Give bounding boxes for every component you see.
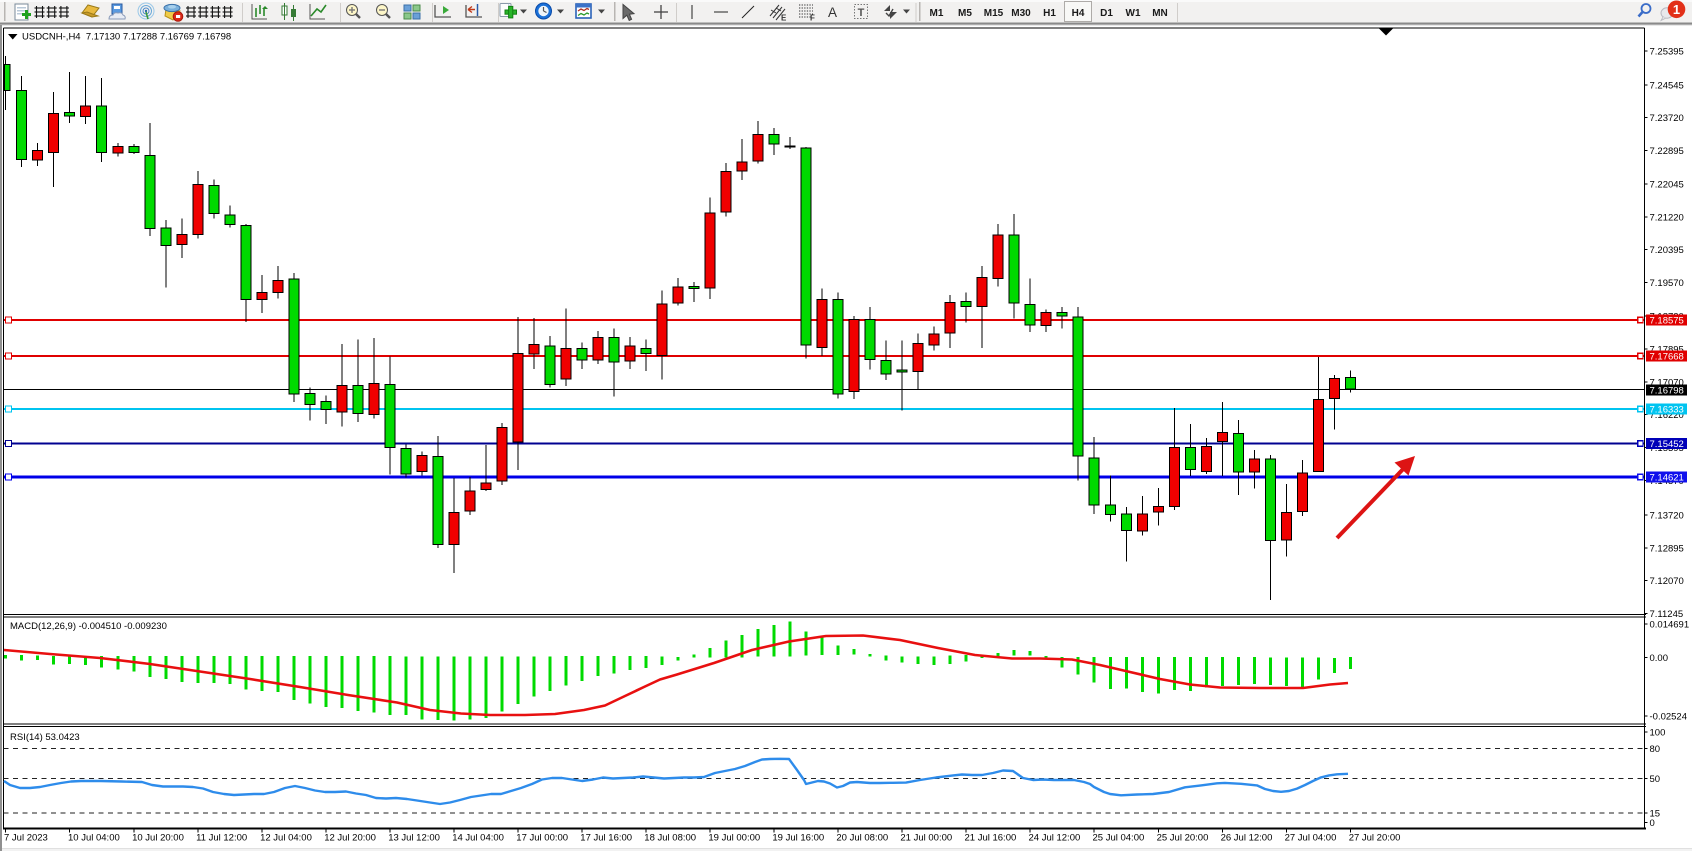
svg-text:7.17895: 7.17895 <box>1650 345 1684 356</box>
svg-text:21 Jul 00:00: 21 Jul 00:00 <box>900 833 952 844</box>
svg-text:7.18575: 7.18575 <box>1650 316 1684 327</box>
svg-text:H1: H1 <box>1043 8 1056 19</box>
svg-text:15: 15 <box>1650 809 1661 820</box>
svg-text:10 Jul 04:00: 10 Jul 04:00 <box>68 833 120 844</box>
svg-text:7.24545: 7.24545 <box>1650 80 1684 91</box>
svg-text:25 Jul 20:00: 25 Jul 20:00 <box>1157 833 1209 844</box>
svg-text:12 Jul 04:00: 12 Jul 04:00 <box>260 833 312 844</box>
svg-text:0.00: 0.00 <box>1650 653 1669 664</box>
svg-text:7.16333: 7.16333 <box>1650 405 1684 416</box>
svg-text:MACD(12,26,9) -0.004510 -0.009: MACD(12,26,9) -0.004510 -0.009230 <box>10 621 167 632</box>
svg-text:7.25395: 7.25395 <box>1650 47 1684 58</box>
svg-text:7.23720: 7.23720 <box>1650 113 1684 124</box>
svg-text:F: F <box>810 14 815 23</box>
svg-text:7.14621: 7.14621 <box>1650 473 1684 484</box>
svg-text:50: 50 <box>1650 774 1661 785</box>
svg-text:D1: D1 <box>1100 8 1113 19</box>
svg-text:18 Jul 08:00: 18 Jul 08:00 <box>644 833 696 844</box>
svg-text:7.16798: 7.16798 <box>1650 386 1684 397</box>
svg-text:7.15452: 7.15452 <box>1650 439 1684 450</box>
svg-text:E: E <box>781 14 787 23</box>
svg-text:T: T <box>858 7 865 19</box>
svg-text:7.22045: 7.22045 <box>1650 180 1684 191</box>
svg-text:12 Jul 20:00: 12 Jul 20:00 <box>324 833 376 844</box>
svg-text:7.21220: 7.21220 <box>1650 212 1684 223</box>
svg-text:M1: M1 <box>930 8 944 19</box>
svg-text:7.17070: 7.17070 <box>1650 377 1684 388</box>
svg-text:7.11245: 7.11245 <box>1650 609 1684 620</box>
svg-text:RSI(14) 53.0423: RSI(14) 53.0423 <box>10 732 80 743</box>
svg-text:13 Jul 12:00: 13 Jul 12:00 <box>388 833 440 844</box>
svg-text:27 Jul 04:00: 27 Jul 04:00 <box>1285 833 1337 844</box>
svg-text:80: 80 <box>1650 744 1661 755</box>
svg-text:MN: MN <box>1152 8 1168 19</box>
svg-text:A: A <box>828 5 837 20</box>
svg-text:17 Jul 00:00: 17 Jul 00:00 <box>516 833 568 844</box>
svg-text:27 Jul 20:00: 27 Jul 20:00 <box>1349 833 1401 844</box>
svg-text:7.20395: 7.20395 <box>1650 245 1684 256</box>
svg-text:7.22895: 7.22895 <box>1650 146 1684 157</box>
svg-text:7.13720: 7.13720 <box>1650 511 1684 522</box>
svg-text:14 Jul 04:00: 14 Jul 04:00 <box>452 833 504 844</box>
svg-text:M15: M15 <box>984 8 1004 19</box>
svg-text:0: 0 <box>1650 818 1655 829</box>
svg-text:11 Jul 12:00: 11 Jul 12:00 <box>196 833 247 844</box>
svg-text:25 Jul 04:00: 25 Jul 04:00 <box>1093 833 1145 844</box>
svg-text:7.12895: 7.12895 <box>1650 543 1684 554</box>
svg-text:7.16220: 7.16220 <box>1650 410 1684 421</box>
svg-text:7.12070: 7.12070 <box>1650 576 1684 587</box>
svg-text:7.19570: 7.19570 <box>1650 278 1684 289</box>
svg-text:W1: W1 <box>1126 8 1141 19</box>
svg-text:7 Jul 2023: 7 Jul 2023 <box>4 833 48 844</box>
svg-text:19 Jul 16:00: 19 Jul 16:00 <box>772 833 824 844</box>
svg-text:-0.02524: -0.02524 <box>1650 712 1688 723</box>
svg-text:17 Jul 16:00: 17 Jul 16:00 <box>580 833 632 844</box>
svg-text:USDCNH-,H4 7.17130 7.17288 7.: USDCNH-,H4 7.17130 7.17288 7.16769 7.167… <box>22 32 231 43</box>
svg-text:H4: H4 <box>1072 8 1085 19</box>
svg-text:M5: M5 <box>958 8 972 19</box>
svg-text:26 Jul 12:00: 26 Jul 12:00 <box>1221 833 1273 844</box>
svg-text:10 Jul 20:00: 10 Jul 20:00 <box>132 833 184 844</box>
svg-text:7.17668: 7.17668 <box>1650 352 1684 363</box>
svg-text:20 Jul 08:00: 20 Jul 08:00 <box>836 833 888 844</box>
svg-text:M30: M30 <box>1011 8 1031 19</box>
svg-text:100: 100 <box>1650 728 1666 739</box>
svg-text:1: 1 <box>1673 2 1680 17</box>
svg-text:24 Jul 12:00: 24 Jul 12:00 <box>1029 833 1081 844</box>
svg-text:21 Jul 16:00: 21 Jul 16:00 <box>965 833 1017 844</box>
svg-text:0.014691: 0.014691 <box>1650 620 1690 631</box>
svg-text:19 Jul 00:00: 19 Jul 00:00 <box>708 833 760 844</box>
